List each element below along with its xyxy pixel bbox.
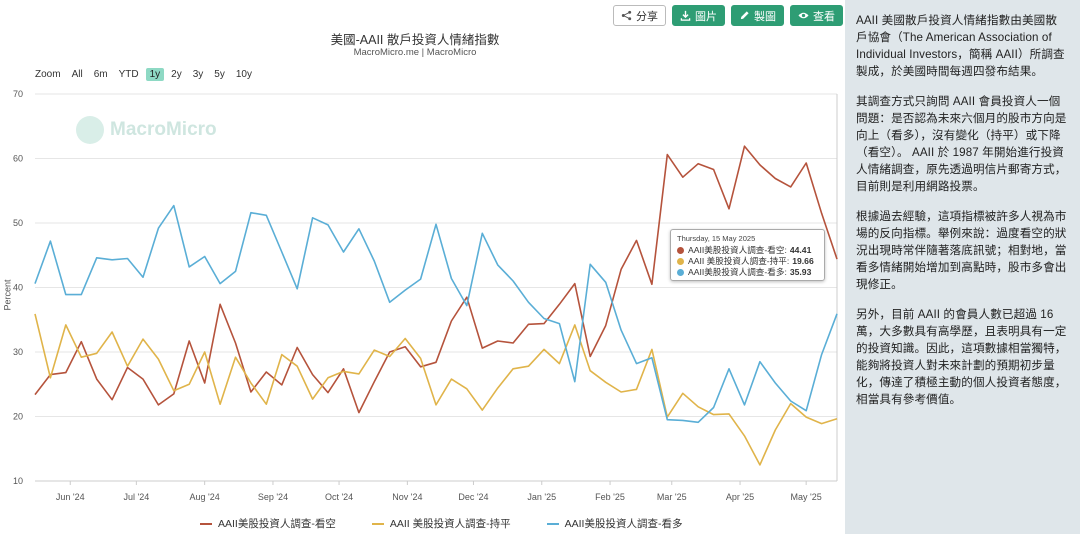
pencil-icon bbox=[740, 11, 749, 20]
legend-label-neutral: AAII 美股投資人調查-持平 bbox=[389, 518, 511, 530]
tooltip-row-bullish: AAII美股投資人調查-看多: 35.93 bbox=[677, 267, 818, 278]
zoom-option-1y[interactable]: 1y bbox=[145, 68, 165, 81]
legend-item-neutral[interactable]: AAII 美股投資人調查-持平 bbox=[371, 516, 511, 531]
series-line-bullish bbox=[34, 204, 838, 424]
description-paragraph-2: 其調查方式只詢問 AAII 會員投資人一個問題：是否認為未來六個月的股市方向是向… bbox=[856, 95, 1067, 193]
series-line-bearish bbox=[34, 145, 838, 414]
tooltip-date: Thursday, 15 May 2025 bbox=[677, 234, 756, 243]
tooltip-label-bearish: AAII美股投資人調查-看空: bbox=[688, 245, 787, 255]
x-tick-label: Jul '24 bbox=[123, 492, 149, 502]
image-label: 圖片 bbox=[695, 10, 717, 23]
bullish-line-icon bbox=[546, 522, 559, 525]
x-tick-label: Jan '25 bbox=[527, 492, 556, 502]
description-paragraph-4: 另外，目前 AAII 的會員人數已超過 16 萬，大多數具有高學歷，且表明具有一… bbox=[856, 308, 1067, 406]
x-tick-label: May '25 bbox=[791, 492, 822, 502]
bullish-dot-icon bbox=[677, 269, 684, 276]
x-tick-label: Feb '25 bbox=[595, 492, 625, 502]
y-tick-label: 30 bbox=[13, 347, 23, 357]
view-label: 查看 bbox=[813, 10, 835, 23]
tooltip-row-bearish: AAII美股投資人調查-看空: 44.41 bbox=[677, 245, 818, 256]
view-button[interactable]: 查看 bbox=[790, 5, 843, 26]
y-tick-label: 40 bbox=[13, 283, 23, 293]
zoom-selector: Zoom All 6m YTD 1y 2y 3y 5y 10y bbox=[31, 68, 259, 81]
eye-icon bbox=[798, 12, 809, 19]
y-tick-label: 60 bbox=[13, 154, 23, 164]
make-chart-button[interactable]: 製圖 bbox=[731, 5, 784, 26]
y-tick-label: 20 bbox=[13, 412, 23, 422]
tooltip-row-neutral: AAII 美股投資人調查-持平: 19.66 bbox=[677, 256, 818, 267]
chart-legend: AAII美股投資人調查-看空 AAII 美股投資人調查-持平 AAII美股投資人… bbox=[200, 516, 682, 531]
tooltip-value-bullish: 35.93 bbox=[789, 267, 812, 277]
chart-subtitle: MacroMicro.me | MacroMicro bbox=[353, 47, 477, 58]
tooltip-label-bullish: AAII美股投資人調查-看多: bbox=[688, 267, 787, 277]
share-icon bbox=[621, 10, 632, 21]
share-label: 分享 bbox=[636, 10, 658, 23]
x-tick-label: Dec '24 bbox=[458, 492, 488, 502]
zoom-option-10y[interactable]: 10y bbox=[235, 69, 252, 80]
macromicro-logo-icon bbox=[76, 116, 104, 144]
zoom-option-all[interactable]: All bbox=[71, 69, 83, 80]
zoom-label: Zoom bbox=[35, 69, 61, 80]
download-icon bbox=[680, 10, 691, 21]
make-chart-label: 製圖 bbox=[754, 10, 776, 23]
x-tick-label: Oct '24 bbox=[325, 492, 353, 502]
series-line-neutral bbox=[34, 313, 838, 466]
description-paragraph-3: 根據過去經驗，這項指標被許多人視為市場的反向指標。舉例來說：過度看空的狀況出現時… bbox=[856, 210, 1067, 291]
image-button[interactable]: 圖片 bbox=[672, 5, 725, 26]
zoom-option-ytd[interactable]: YTD bbox=[118, 69, 139, 80]
x-tick-label: Jun '24 bbox=[56, 492, 85, 502]
neutral-line-icon bbox=[371, 522, 384, 525]
y-tick-label: 70 bbox=[13, 89, 23, 99]
tooltip-value-bearish: 44.41 bbox=[789, 245, 812, 255]
x-tick-label: Nov '24 bbox=[392, 492, 422, 502]
chart-title: 美國-AAII 散戶投資人情緒指數 bbox=[330, 33, 500, 47]
y-tick-label: 50 bbox=[13, 218, 23, 228]
chart-toolbar: 分享 圖片 製圖 查看 bbox=[613, 5, 843, 26]
neutral-dot-icon bbox=[677, 258, 684, 265]
tooltip-label-neutral: AAII 美股投資人調查-持平: bbox=[688, 256, 790, 266]
x-tick-label: Aug '24 bbox=[190, 492, 220, 502]
zoom-option-6m[interactable]: 6m bbox=[93, 69, 108, 80]
legend-item-bearish[interactable]: AAII美股投資人調查-看空 bbox=[200, 516, 336, 531]
description-paragraph-1: AAII 美國散戶投資人情緒指數由美國散戶協會（The American Ass… bbox=[856, 14, 1065, 78]
legend-label-bullish: AAII美股投資人調查-看多 bbox=[564, 518, 683, 530]
x-tick-label: Mar '25 bbox=[657, 492, 687, 502]
bearish-line-icon bbox=[200, 522, 212, 525]
legend-label-bearish: AAII美股投資人調查-看空 bbox=[218, 518, 336, 530]
legend-item-bullish[interactable]: AAII美股投資人調查-看多 bbox=[546, 516, 683, 531]
share-button[interactable]: 分享 bbox=[613, 5, 666, 26]
bearish-dot-icon bbox=[677, 247, 684, 254]
zoom-option-5y[interactable]: 5y bbox=[214, 69, 225, 80]
watermark-logo: MacroMicro bbox=[76, 116, 217, 144]
zoom-option-3y[interactable]: 3y bbox=[192, 69, 204, 80]
watermark-text: MacroMicro bbox=[110, 119, 217, 140]
y-tick-label: 10 bbox=[13, 476, 23, 486]
line-chart[interactable]: 10 20 30 40 50 60 70 Jun '24 Jul '24 Aug '24 Sep '… bbox=[0, 0, 845, 534]
x-tick-label: Apr '25 bbox=[726, 492, 754, 502]
description-panel: AAII 美國散戶投資人情緒指數由美國散戶協會（The American Ass… bbox=[845, 0, 1080, 534]
chart-panel: 分享 圖片 製圖 查看 美國-AAII 散戶投資人情緒指數 MacroMicro… bbox=[0, 0, 845, 534]
x-tick-label: Sep '24 bbox=[258, 492, 288, 502]
chart-tooltip: Thursday, 15 May 2025 AAII美股投資人調查-看空: 44… bbox=[670, 229, 825, 281]
tooltip-value-neutral: 19.66 bbox=[792, 256, 814, 266]
zoom-option-2y[interactable]: 2y bbox=[171, 69, 182, 80]
